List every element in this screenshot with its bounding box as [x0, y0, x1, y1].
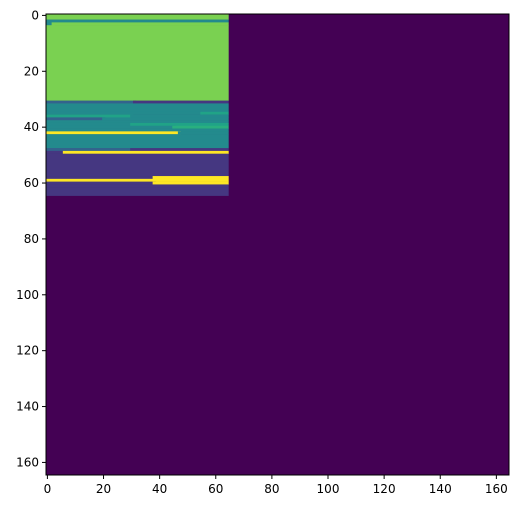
heatmap-cell-segment — [46, 117, 106, 121]
heatmap-cell-segment — [46, 187, 229, 196]
heatmap-cell-segment — [46, 181, 156, 185]
heatmap-cell-segment — [46, 184, 229, 188]
heatmap-cell-segment — [46, 148, 134, 152]
y-tick-label: 160 — [16, 455, 39, 469]
heatmap-cell-segment — [46, 150, 66, 154]
heatmap-cell-segment — [46, 153, 229, 177]
heatmap-cell-segment — [172, 125, 229, 129]
y-tick-label: 60 — [24, 176, 39, 190]
heatmap-cell-segment — [46, 14, 229, 18]
heatmap-cell-segment — [130, 114, 229, 118]
x-tick-label: 100 — [317, 482, 340, 496]
heatmap-cell-segment — [46, 134, 229, 149]
heatmap-cell-segment — [130, 122, 229, 127]
x-tick-label: 80 — [264, 482, 279, 496]
heatmap-cell-segment — [46, 114, 134, 118]
heatmap-cell-segment — [46, 128, 229, 132]
heatmap-cell-segment — [200, 111, 229, 115]
heatmap-cell-segment — [46, 103, 229, 113]
y-tick-label: 140 — [16, 400, 39, 414]
x-tick-label: 60 — [208, 482, 223, 496]
heatmap-cell-segment — [46, 25, 229, 101]
heatmap-cell-segment — [132, 100, 229, 104]
x-tick-label: 40 — [152, 482, 167, 496]
heatmap-cell-segment — [62, 150, 229, 154]
heatmap-cell-segment — [177, 131, 229, 135]
y-tick-label: 20 — [24, 64, 39, 78]
heatmap-cell-segment — [152, 176, 229, 180]
x-tick-label: 140 — [429, 482, 452, 496]
heatmap-cell-segment — [130, 148, 229, 152]
y-axis: 0 20 40 60 80 100 120 140 160 — [16, 8, 46, 469]
heatmap-cell-segment — [46, 19, 229, 23]
heatmap-cell-segment — [46, 22, 55, 26]
y-tick-label: 40 — [24, 120, 39, 134]
x-tick-label: 120 — [373, 482, 396, 496]
heatmap-cell-segment — [152, 181, 229, 185]
x-tick-label: 20 — [96, 482, 111, 496]
heatmap-cell-segment — [46, 122, 134, 127]
heatmap-cell-segment — [46, 178, 229, 182]
heatmap-cell-segment — [46, 176, 156, 180]
heatmap-cell-segment — [46, 120, 229, 124]
x-tick-label: 160 — [485, 482, 508, 496]
y-tick-label: 120 — [16, 344, 39, 358]
y-tick-label: 80 — [24, 232, 39, 246]
heatmap-cell-segment — [102, 117, 229, 121]
heatmap-cell-segment — [46, 16, 229, 20]
y-tick-label: 100 — [16, 288, 39, 302]
heatmap-cells — [46, 14, 229, 196]
heatmap-cell-segment — [46, 131, 181, 135]
x-axis: 0 20 40 60 80 100 120 140 160 — [44, 475, 508, 496]
x-tick-label: 0 — [44, 482, 52, 496]
heatmap-cell-segment — [51, 22, 229, 26]
axes-frame — [45, 13, 510, 476]
heatmap-cell-segment — [46, 111, 204, 115]
heatmap-cell-segment — [46, 125, 176, 129]
y-tick-label: 0 — [31, 8, 39, 22]
heatmap-cell-segment — [46, 100, 137, 104]
